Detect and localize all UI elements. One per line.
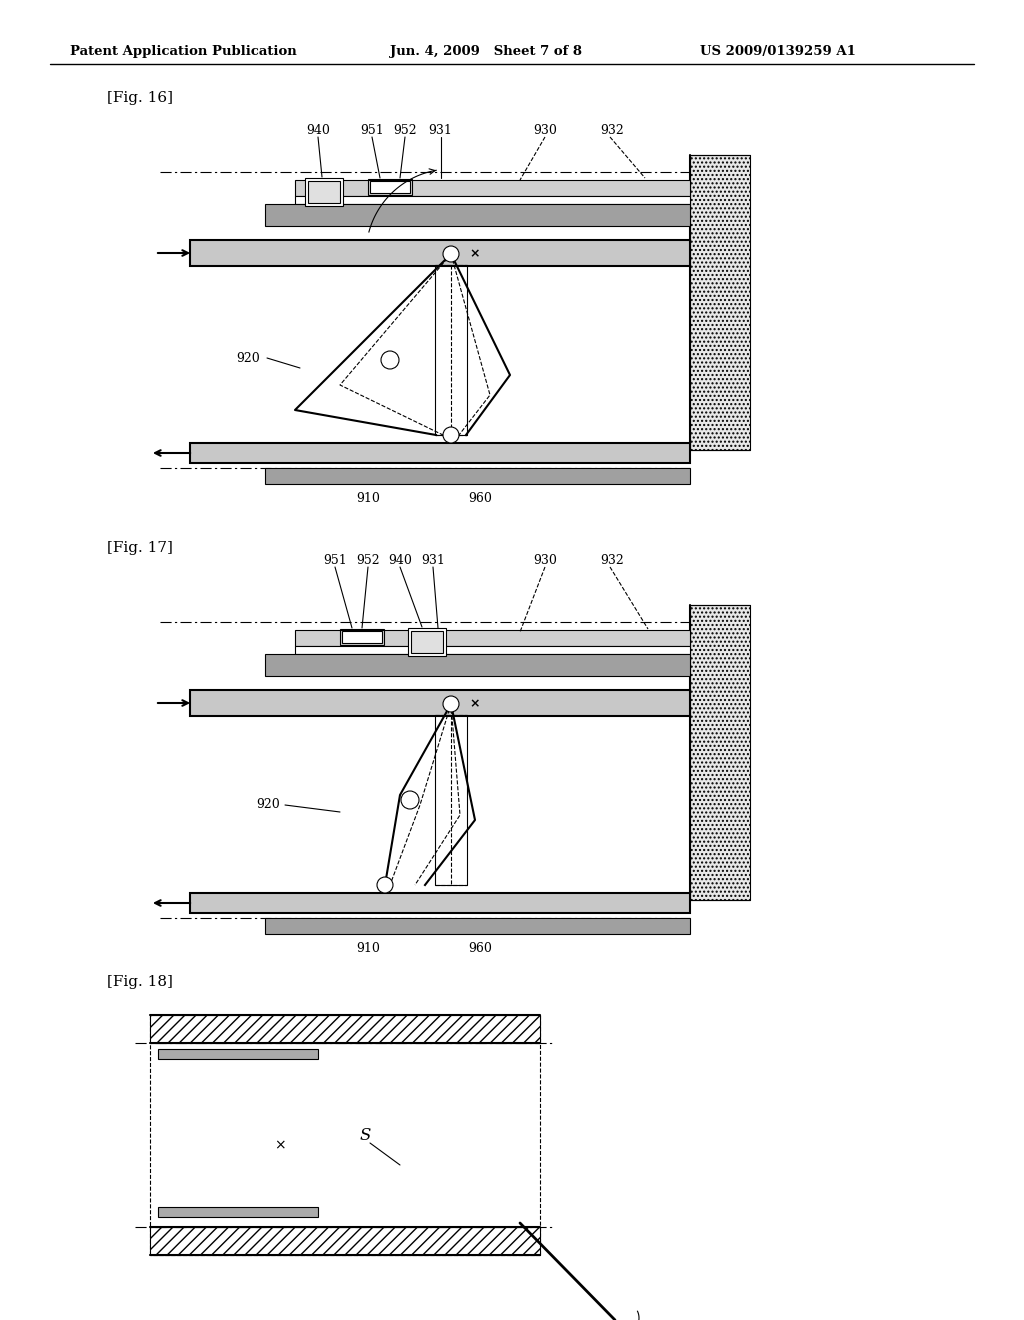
Bar bbox=[150, 1228, 540, 1255]
Text: 951: 951 bbox=[360, 124, 384, 136]
Text: 932: 932 bbox=[600, 124, 624, 136]
Text: 920: 920 bbox=[237, 351, 260, 364]
Bar bbox=[305, 178, 343, 206]
Circle shape bbox=[381, 351, 399, 370]
Bar bbox=[265, 205, 690, 226]
Bar bbox=[342, 631, 382, 643]
Bar bbox=[265, 653, 690, 676]
Circle shape bbox=[443, 426, 459, 444]
Text: 910: 910 bbox=[356, 491, 380, 504]
Text: [Fig. 17]: [Fig. 17] bbox=[106, 541, 173, 554]
Bar bbox=[295, 645, 690, 653]
Bar bbox=[435, 265, 467, 436]
Bar bbox=[690, 154, 750, 450]
Bar bbox=[190, 444, 690, 463]
Text: ×: × bbox=[274, 1138, 286, 1152]
Text: 952: 952 bbox=[393, 124, 417, 136]
Bar bbox=[295, 195, 690, 205]
Text: ×: × bbox=[470, 697, 480, 710]
Text: ×: × bbox=[470, 248, 480, 260]
Bar bbox=[435, 715, 467, 884]
Text: Jun. 4, 2009   Sheet 7 of 8: Jun. 4, 2009 Sheet 7 of 8 bbox=[390, 45, 582, 58]
Bar bbox=[190, 690, 690, 715]
Circle shape bbox=[377, 876, 393, 894]
Circle shape bbox=[443, 246, 459, 261]
Bar bbox=[370, 181, 410, 193]
Text: 930: 930 bbox=[534, 553, 557, 566]
Text: 960: 960 bbox=[468, 491, 492, 504]
Text: 951: 951 bbox=[324, 553, 347, 566]
Bar bbox=[190, 240, 690, 267]
Bar bbox=[295, 180, 690, 195]
Bar bbox=[411, 631, 443, 653]
Text: S: S bbox=[359, 1126, 371, 1143]
Bar bbox=[158, 1049, 318, 1059]
Text: 920: 920 bbox=[256, 799, 280, 812]
Bar bbox=[190, 894, 690, 913]
Text: 931: 931 bbox=[428, 124, 452, 136]
Bar bbox=[265, 469, 690, 484]
Bar bbox=[308, 181, 340, 203]
Text: 952: 952 bbox=[356, 553, 380, 566]
Bar bbox=[158, 1206, 318, 1217]
Text: 910: 910 bbox=[356, 941, 380, 954]
Text: 960: 960 bbox=[468, 941, 492, 954]
Text: US 2009/0139259 A1: US 2009/0139259 A1 bbox=[700, 45, 856, 58]
Text: Patent Application Publication: Patent Application Publication bbox=[70, 45, 297, 58]
Text: 940: 940 bbox=[388, 553, 412, 566]
Circle shape bbox=[401, 791, 419, 809]
Text: 940: 940 bbox=[306, 124, 330, 136]
Bar bbox=[295, 630, 690, 645]
Text: 930: 930 bbox=[534, 124, 557, 136]
Bar bbox=[265, 917, 690, 935]
Bar bbox=[368, 180, 412, 195]
Text: 932: 932 bbox=[600, 553, 624, 566]
Bar bbox=[690, 605, 750, 900]
Circle shape bbox=[443, 696, 459, 711]
Text: [Fig. 16]: [Fig. 16] bbox=[106, 91, 173, 106]
Text: 931: 931 bbox=[421, 553, 445, 566]
Bar bbox=[150, 1015, 540, 1043]
Bar bbox=[340, 630, 384, 645]
Bar bbox=[408, 628, 446, 656]
Text: [Fig. 18]: [Fig. 18] bbox=[106, 975, 173, 989]
